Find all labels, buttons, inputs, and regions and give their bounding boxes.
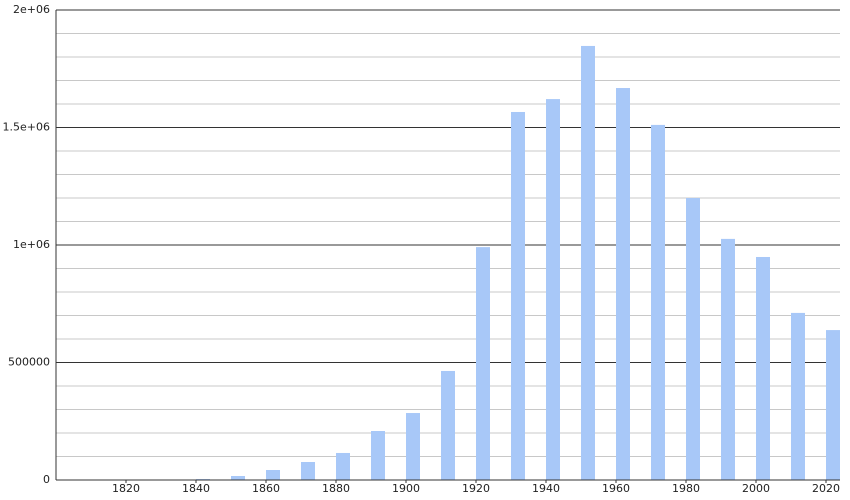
x-tick-label: 1880 — [322, 482, 350, 495]
bar — [686, 198, 700, 480]
bar — [406, 413, 420, 480]
x-tick-label: 1900 — [392, 482, 420, 495]
bar — [651, 124, 665, 480]
y-tick-label: 1.5e+06 — [3, 121, 50, 134]
x-tick-label: 2020 — [812, 482, 840, 495]
bar — [616, 88, 630, 481]
x-tick-label: 1960 — [602, 482, 630, 495]
bar — [371, 431, 385, 480]
bar — [266, 470, 280, 480]
bar — [231, 476, 245, 480]
bar — [581, 45, 595, 481]
bar — [336, 452, 350, 480]
bar — [511, 111, 525, 481]
x-tick-label: 1860 — [252, 482, 280, 495]
bar — [441, 370, 455, 480]
x-tick-label: 2000 — [742, 482, 770, 495]
y-tick-label: 1e+06 — [13, 238, 50, 251]
x-tick-label: 1820 — [112, 482, 140, 495]
y-tick-label: 500000 — [8, 356, 50, 369]
bar — [476, 247, 490, 480]
y-tick-label: 0 — [43, 473, 50, 486]
bar — [721, 238, 735, 480]
bar — [756, 256, 770, 480]
y-tick-label: 2e+06 — [13, 3, 50, 16]
bar — [546, 99, 560, 480]
x-tick-label: 1940 — [532, 482, 560, 495]
x-tick-label: 1980 — [672, 482, 700, 495]
x-tick-label: 1840 — [182, 482, 210, 495]
bar — [791, 312, 805, 480]
bar — [301, 461, 315, 480]
x-tick-label: 1920 — [462, 482, 490, 495]
bar — [826, 330, 840, 480]
